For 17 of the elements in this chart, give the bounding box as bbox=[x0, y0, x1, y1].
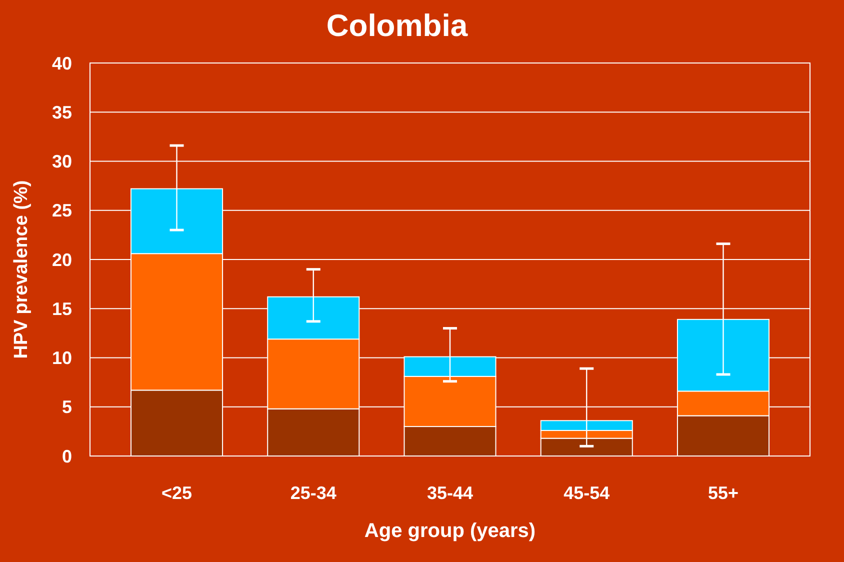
y-tick-label: 10 bbox=[52, 348, 72, 368]
y-tick-label: 20 bbox=[52, 250, 72, 270]
x-axis-title: Age group (years) bbox=[364, 520, 536, 542]
y-tick-label: 0 bbox=[62, 446, 72, 466]
x-tick-label: <25 bbox=[161, 483, 192, 503]
chart-title: Colombia bbox=[326, 8, 468, 43]
y-tick-label: 15 bbox=[52, 298, 72, 319]
y-axis-title: HPV prevalence (%) bbox=[11, 180, 32, 359]
y-tick-label: 25 bbox=[52, 200, 72, 221]
x-tick-label: 55+ bbox=[708, 483, 739, 503]
y-tick-label: 30 bbox=[52, 152, 72, 172]
y-tick-label: 35 bbox=[52, 102, 72, 122]
x-tick-label: 35-44 bbox=[426, 483, 474, 503]
x-tick-label: 25-34 bbox=[290, 483, 336, 503]
y-tick-label: 40 bbox=[52, 53, 72, 74]
y-tick-label: 5 bbox=[62, 397, 72, 418]
x-tick-label: 45-54 bbox=[564, 483, 610, 503]
